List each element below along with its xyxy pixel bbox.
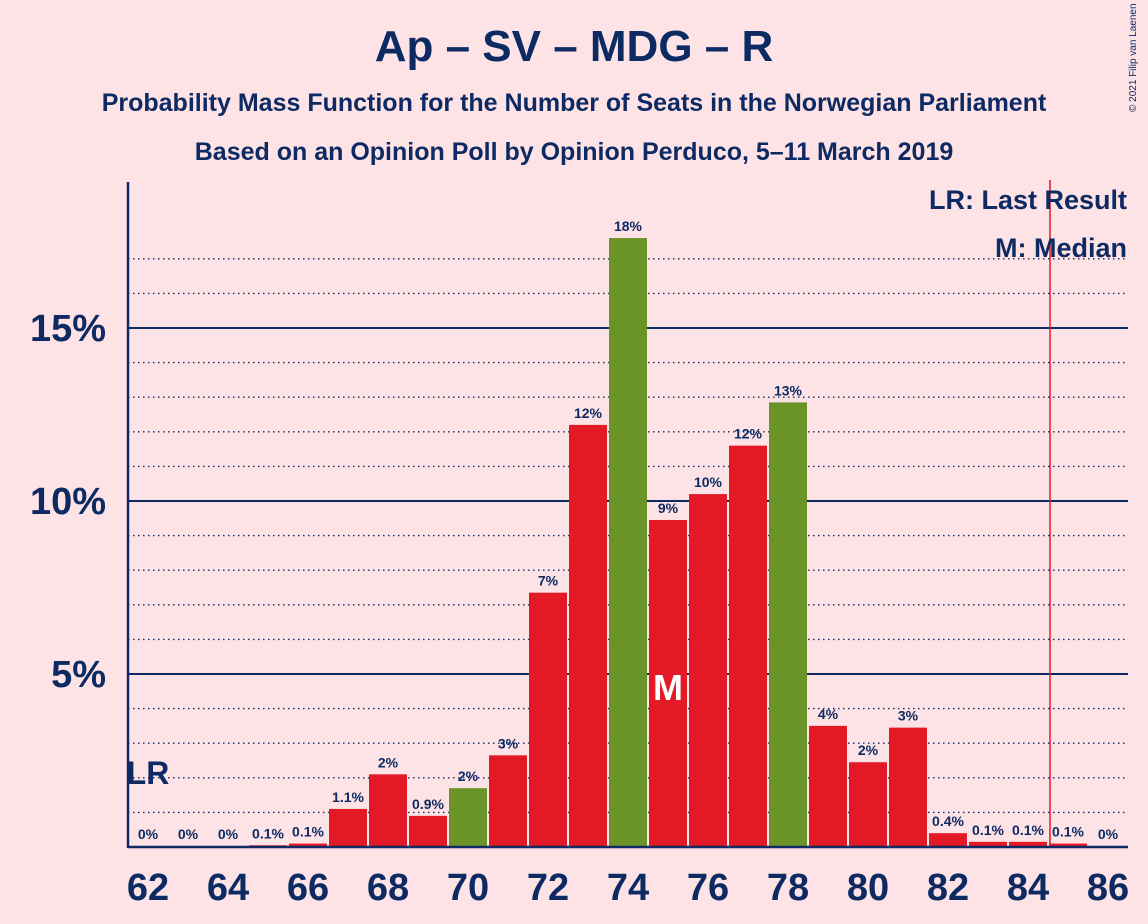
x-tick-label: 68 bbox=[367, 867, 409, 909]
legend-last-result: LR: Last Result bbox=[929, 185, 1127, 215]
bar-value-label: 0% bbox=[218, 826, 239, 842]
bar bbox=[729, 446, 767, 847]
x-tick-label: 78 bbox=[767, 867, 809, 909]
bar bbox=[409, 816, 447, 847]
bar-value-label: 2% bbox=[378, 754, 399, 770]
bar-value-label: 18% bbox=[614, 218, 643, 234]
bar-value-label: 0% bbox=[178, 826, 199, 842]
bar-value-label: 0.1% bbox=[1052, 824, 1084, 840]
bar bbox=[809, 726, 847, 847]
x-tick-label: 74 bbox=[607, 867, 649, 909]
x-tick-label: 64 bbox=[207, 867, 249, 909]
bar bbox=[569, 425, 607, 847]
bar-value-label: 10% bbox=[694, 474, 723, 490]
last-result-marker: LR bbox=[127, 755, 170, 791]
x-tick-label: 66 bbox=[287, 867, 329, 909]
bar-value-label: 12% bbox=[574, 405, 603, 421]
bar bbox=[889, 728, 927, 847]
y-tick-labels: 5% 10% 15% bbox=[30, 308, 106, 696]
bar bbox=[449, 788, 487, 847]
bar-value-label: 2% bbox=[858, 742, 879, 758]
bar-value-label: 0.1% bbox=[292, 824, 324, 840]
bar-value-label: 1.1% bbox=[332, 789, 364, 805]
bar bbox=[929, 833, 967, 847]
y-tick-label: 10% bbox=[30, 481, 106, 523]
bar bbox=[689, 494, 727, 847]
bar-value-label: 0% bbox=[1098, 826, 1119, 842]
bar bbox=[849, 762, 887, 847]
bar bbox=[489, 755, 527, 847]
y-tick-label: 5% bbox=[51, 654, 106, 696]
y-tick-label: 15% bbox=[30, 308, 106, 350]
bar-value-label: 7% bbox=[538, 573, 559, 589]
bar-value-label: 0% bbox=[138, 826, 159, 842]
bar bbox=[329, 809, 367, 847]
bar-value-label: 3% bbox=[898, 708, 919, 724]
bar-value-label: 0.1% bbox=[1012, 822, 1044, 838]
bar-value-label: 9% bbox=[658, 500, 679, 516]
x-tick-label: 86 bbox=[1087, 867, 1129, 909]
bar-value-label: 4% bbox=[818, 706, 839, 722]
bar-value-label: 12% bbox=[734, 426, 763, 442]
bar bbox=[609, 238, 647, 847]
x-tick-label: 84 bbox=[1007, 867, 1049, 909]
bar-value-label: 0.9% bbox=[412, 796, 444, 812]
legend-median: M: Median bbox=[995, 233, 1127, 263]
bar-value-label: 13% bbox=[774, 382, 803, 398]
x-tick-label: 80 bbox=[847, 867, 889, 909]
bars bbox=[249, 238, 1087, 847]
bar-value-label: 2% bbox=[458, 768, 479, 784]
legend: LR: Last Result M: Median bbox=[929, 185, 1127, 263]
bar bbox=[769, 402, 807, 847]
bar-value-label: 0.4% bbox=[932, 813, 964, 829]
bar-value-label: 0.1% bbox=[252, 825, 284, 841]
bar bbox=[369, 774, 407, 847]
median-marker: M bbox=[653, 667, 683, 708]
x-tick-label: 76 bbox=[687, 867, 729, 909]
x-tick-label: 82 bbox=[927, 867, 969, 909]
bar bbox=[529, 593, 567, 847]
x-tick-labels: 62 64 66 68 70 72 74 76 78 80 82 84 86 bbox=[127, 867, 1129, 909]
x-tick-label: 72 bbox=[527, 867, 569, 909]
bar-value-label: 0.1% bbox=[972, 822, 1004, 838]
x-tick-label: 70 bbox=[447, 867, 489, 909]
bar-value-label: 3% bbox=[498, 735, 519, 751]
x-tick-label: 62 bbox=[127, 867, 169, 909]
